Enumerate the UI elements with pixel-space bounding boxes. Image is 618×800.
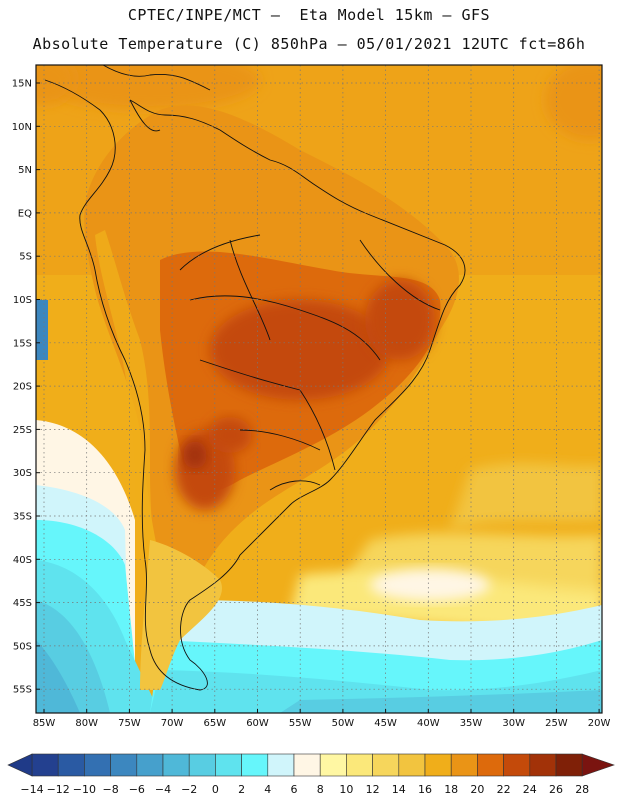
colorbar-label: 18 — [444, 783, 458, 796]
colorbar-swatch — [529, 753, 557, 777]
latitude-label: 25S — [13, 425, 32, 436]
latitude-label: 40S — [13, 555, 32, 566]
latitude-label: 10N — [12, 122, 32, 133]
temperature-field — [36, 65, 602, 713]
colorbar-swatch — [188, 753, 216, 777]
colorbar-swatch — [162, 753, 190, 777]
colorbar-swatch — [293, 753, 321, 777]
colorbar-label: 8 — [317, 783, 324, 796]
longitude-label: 25W — [545, 718, 568, 729]
colorbar-swatch — [84, 753, 111, 777]
longitude-label: 55W — [289, 718, 312, 729]
colorbar-swatch — [31, 753, 59, 777]
longitude-label: 35W — [460, 718, 483, 729]
colorbar-label: 16 — [418, 783, 432, 796]
colorbar-label: −14 — [20, 783, 43, 796]
latitude-label: 5S — [19, 252, 32, 263]
chart-subtitle: Absolute Temperature (C) 850hPa – 05/01/… — [32, 35, 586, 53]
latitude-label: 10S — [13, 295, 32, 306]
longitude-label: 20W — [588, 718, 611, 729]
colorbar-under-arrow — [7, 753, 33, 777]
graticule — [36, 65, 602, 713]
latitude-label: 50S — [13, 641, 32, 652]
latitude-label: 20S — [13, 382, 32, 393]
latitude-label: 45S — [13, 598, 32, 609]
colorbar-swatch — [398, 753, 426, 777]
colorbar-swatch — [215, 753, 242, 777]
colorbar-label: 14 — [392, 783, 406, 796]
colorbar-label: −2 — [181, 783, 197, 796]
longitude-label: 50W — [332, 718, 355, 729]
colorbar: −14 −12 −10 −8 −6 −4 −2 0 2 4 6 8 10 12 14 16 18 20 22 24 26… — [7, 753, 615, 796]
longitude-label: 30W — [502, 718, 525, 729]
latitude-labels: 15N 10N 5N EQ 5S 10S 15S 20S 25S 30S 35S 40S 45S 50S 5… — [12, 79, 40, 696]
latitude-label: 35S — [13, 512, 32, 523]
chart-title: CPTEC/INPE/MCT – Eta Model 15km – GFS — [127, 6, 491, 24]
colorbar-over-arrow — [581, 753, 615, 777]
colorbar-swatch — [503, 753, 531, 777]
colorbar-label: 28 — [575, 783, 589, 796]
colorbar-label: −4 — [155, 783, 171, 796]
longitude-label: 75W — [118, 718, 141, 729]
colorbar-label: 2 — [238, 783, 245, 796]
colorbar-swatch — [372, 753, 400, 777]
colorbar-label: −8 — [102, 783, 118, 796]
longitude-label: 45W — [374, 718, 397, 729]
colorbar-swatch — [319, 753, 347, 777]
colorbar-label: −6 — [129, 783, 145, 796]
colorbar-label: −12 — [47, 783, 70, 796]
colorbar-label: −10 — [73, 783, 96, 796]
coastlines — [44, 65, 466, 691]
colorbar-swatch — [477, 753, 504, 777]
colorbar-swatch — [450, 753, 478, 777]
colorbar-label: 22 — [497, 783, 511, 796]
longitude-label: 65W — [203, 718, 226, 729]
longitude-label: 70W — [161, 718, 184, 729]
colorbar-label: 4 — [264, 783, 271, 796]
latitude-label: 55S — [13, 685, 32, 696]
map-frame — [35, 64, 603, 714]
latitude-label: EQ — [18, 208, 32, 219]
colorbar-swatch — [110, 753, 138, 777]
colorbar-label: 24 — [523, 783, 537, 796]
colorbar-swatch — [424, 753, 452, 777]
latitude-label: 5N — [18, 165, 32, 176]
longitude-labels: 85W 80W 75W 70W 65W 60W 55W 50W 45W 40W 35W 30W 25W 2… — [33, 709, 611, 729]
colorbar-label: 10 — [339, 783, 353, 796]
colorbar-label: 6 — [291, 783, 298, 796]
latitude-label: 15S — [13, 338, 32, 349]
longitude-label: 85W — [33, 718, 56, 729]
colorbar-label: 20 — [470, 783, 484, 796]
colorbar-swatch — [346, 753, 373, 777]
latitude-label: 30S — [13, 468, 32, 479]
colorbar-label: 0 — [212, 783, 219, 796]
colorbar-swatch — [57, 753, 85, 777]
colorbar-swatch — [241, 753, 269, 777]
longitude-label: 60W — [246, 718, 269, 729]
longitude-label: 40W — [417, 718, 440, 729]
colorbar-label: 26 — [549, 783, 563, 796]
longitude-label: 80W — [75, 718, 98, 729]
colorbar-swatch — [136, 753, 164, 777]
latitude-label: 15N — [12, 79, 32, 90]
colorbar-swatch — [555, 753, 583, 777]
colorbar-swatch — [267, 753, 295, 777]
colorbar-label: 12 — [366, 783, 380, 796]
